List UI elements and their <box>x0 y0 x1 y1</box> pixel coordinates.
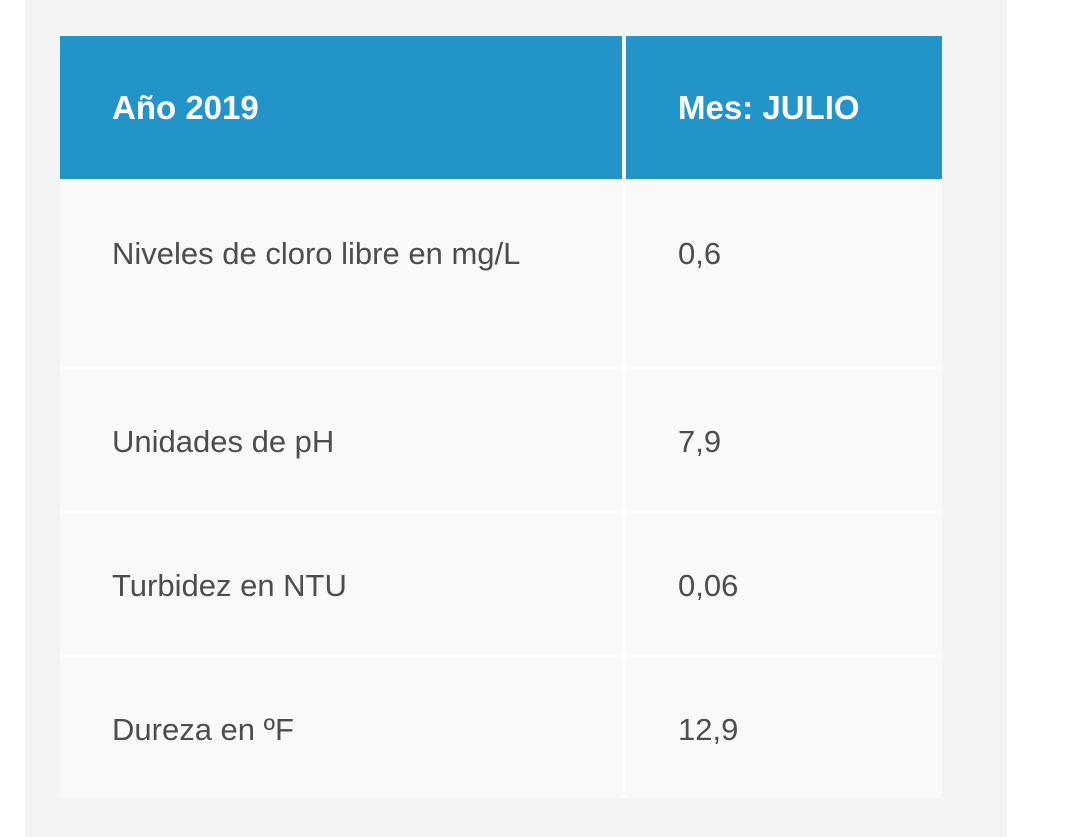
row-label: Dureza en ºF <box>60 654 626 798</box>
row-value: 0,06 <box>626 510 942 654</box>
water-quality-table: Año 2019 Mes: JULIO Niveles de cloro lib… <box>60 36 942 798</box>
table-row: Turbidez en NTU 0,06 <box>60 510 942 654</box>
table-row: Niveles de cloro libre en mg/L 0,6 <box>60 179 942 366</box>
row-value: 0,6 <box>626 179 942 366</box>
header-month: Mes: JULIO <box>626 36 942 179</box>
table-row: Dureza en ºF 12,9 <box>60 654 942 798</box>
row-value: 12,9 <box>626 654 942 798</box>
table-row: Unidades de pH 7,9 <box>60 366 942 510</box>
table-header-row: Año 2019 Mes: JULIO <box>60 36 942 179</box>
row-value: 7,9 <box>626 366 942 510</box>
header-year: Año 2019 <box>60 36 626 179</box>
row-label: Niveles de cloro libre en mg/L <box>60 179 626 366</box>
row-label: Unidades de pH <box>60 366 626 510</box>
row-label: Turbidez en NTU <box>60 510 626 654</box>
